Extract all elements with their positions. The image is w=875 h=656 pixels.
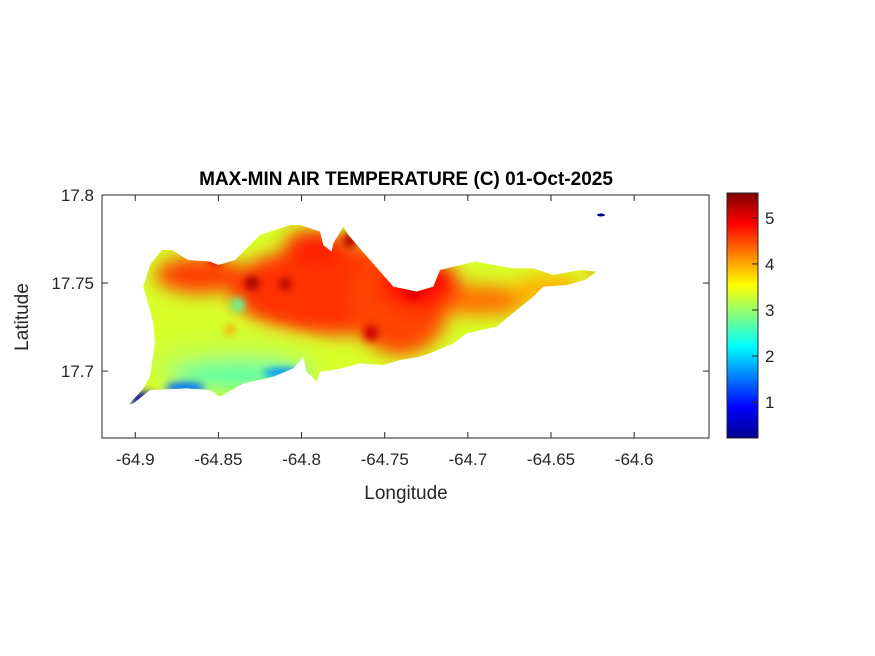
y-tick-label: 17.7 xyxy=(61,362,94,381)
x-tick-label: -64.75 xyxy=(361,450,409,469)
x-axis-label: Longitude xyxy=(364,483,447,504)
x-tick-label: -64.6 xyxy=(615,450,654,469)
colorbar xyxy=(726,192,759,439)
y-tick-label: 17.8 xyxy=(61,186,94,205)
y-axis-label: Latitude xyxy=(12,283,33,351)
colorbar-tick-label: 4 xyxy=(765,255,774,274)
x-tick-label: -64.85 xyxy=(194,450,242,469)
x-tick-label: -64.65 xyxy=(527,450,575,469)
colorbar-tick-label: 5 xyxy=(765,209,774,228)
chart-title: MAX-MIN AIR TEMPERATURE (C) 01-Oct-2025 xyxy=(199,169,613,190)
x-axis: -64.9 -64.85 -64.8 -64.75 -64.7 -64.65 -64.6 xyxy=(116,195,654,469)
colorbar-ticks: 1 2 3 4 5 xyxy=(752,209,774,412)
small-cay xyxy=(597,213,605,217)
colorbar-tick-label: 2 xyxy=(765,347,774,366)
x-tick-label: -64.7 xyxy=(448,450,487,469)
x-tick-label: -64.9 xyxy=(116,450,155,469)
y-tick-label: 17.75 xyxy=(51,274,94,293)
colorbar-tick-label: 3 xyxy=(765,301,774,320)
x-tick-label: -64.8 xyxy=(282,450,321,469)
y-axis: 17.8 17.75 17.7 xyxy=(51,186,709,381)
colorbar-tick-label: 1 xyxy=(765,393,774,412)
